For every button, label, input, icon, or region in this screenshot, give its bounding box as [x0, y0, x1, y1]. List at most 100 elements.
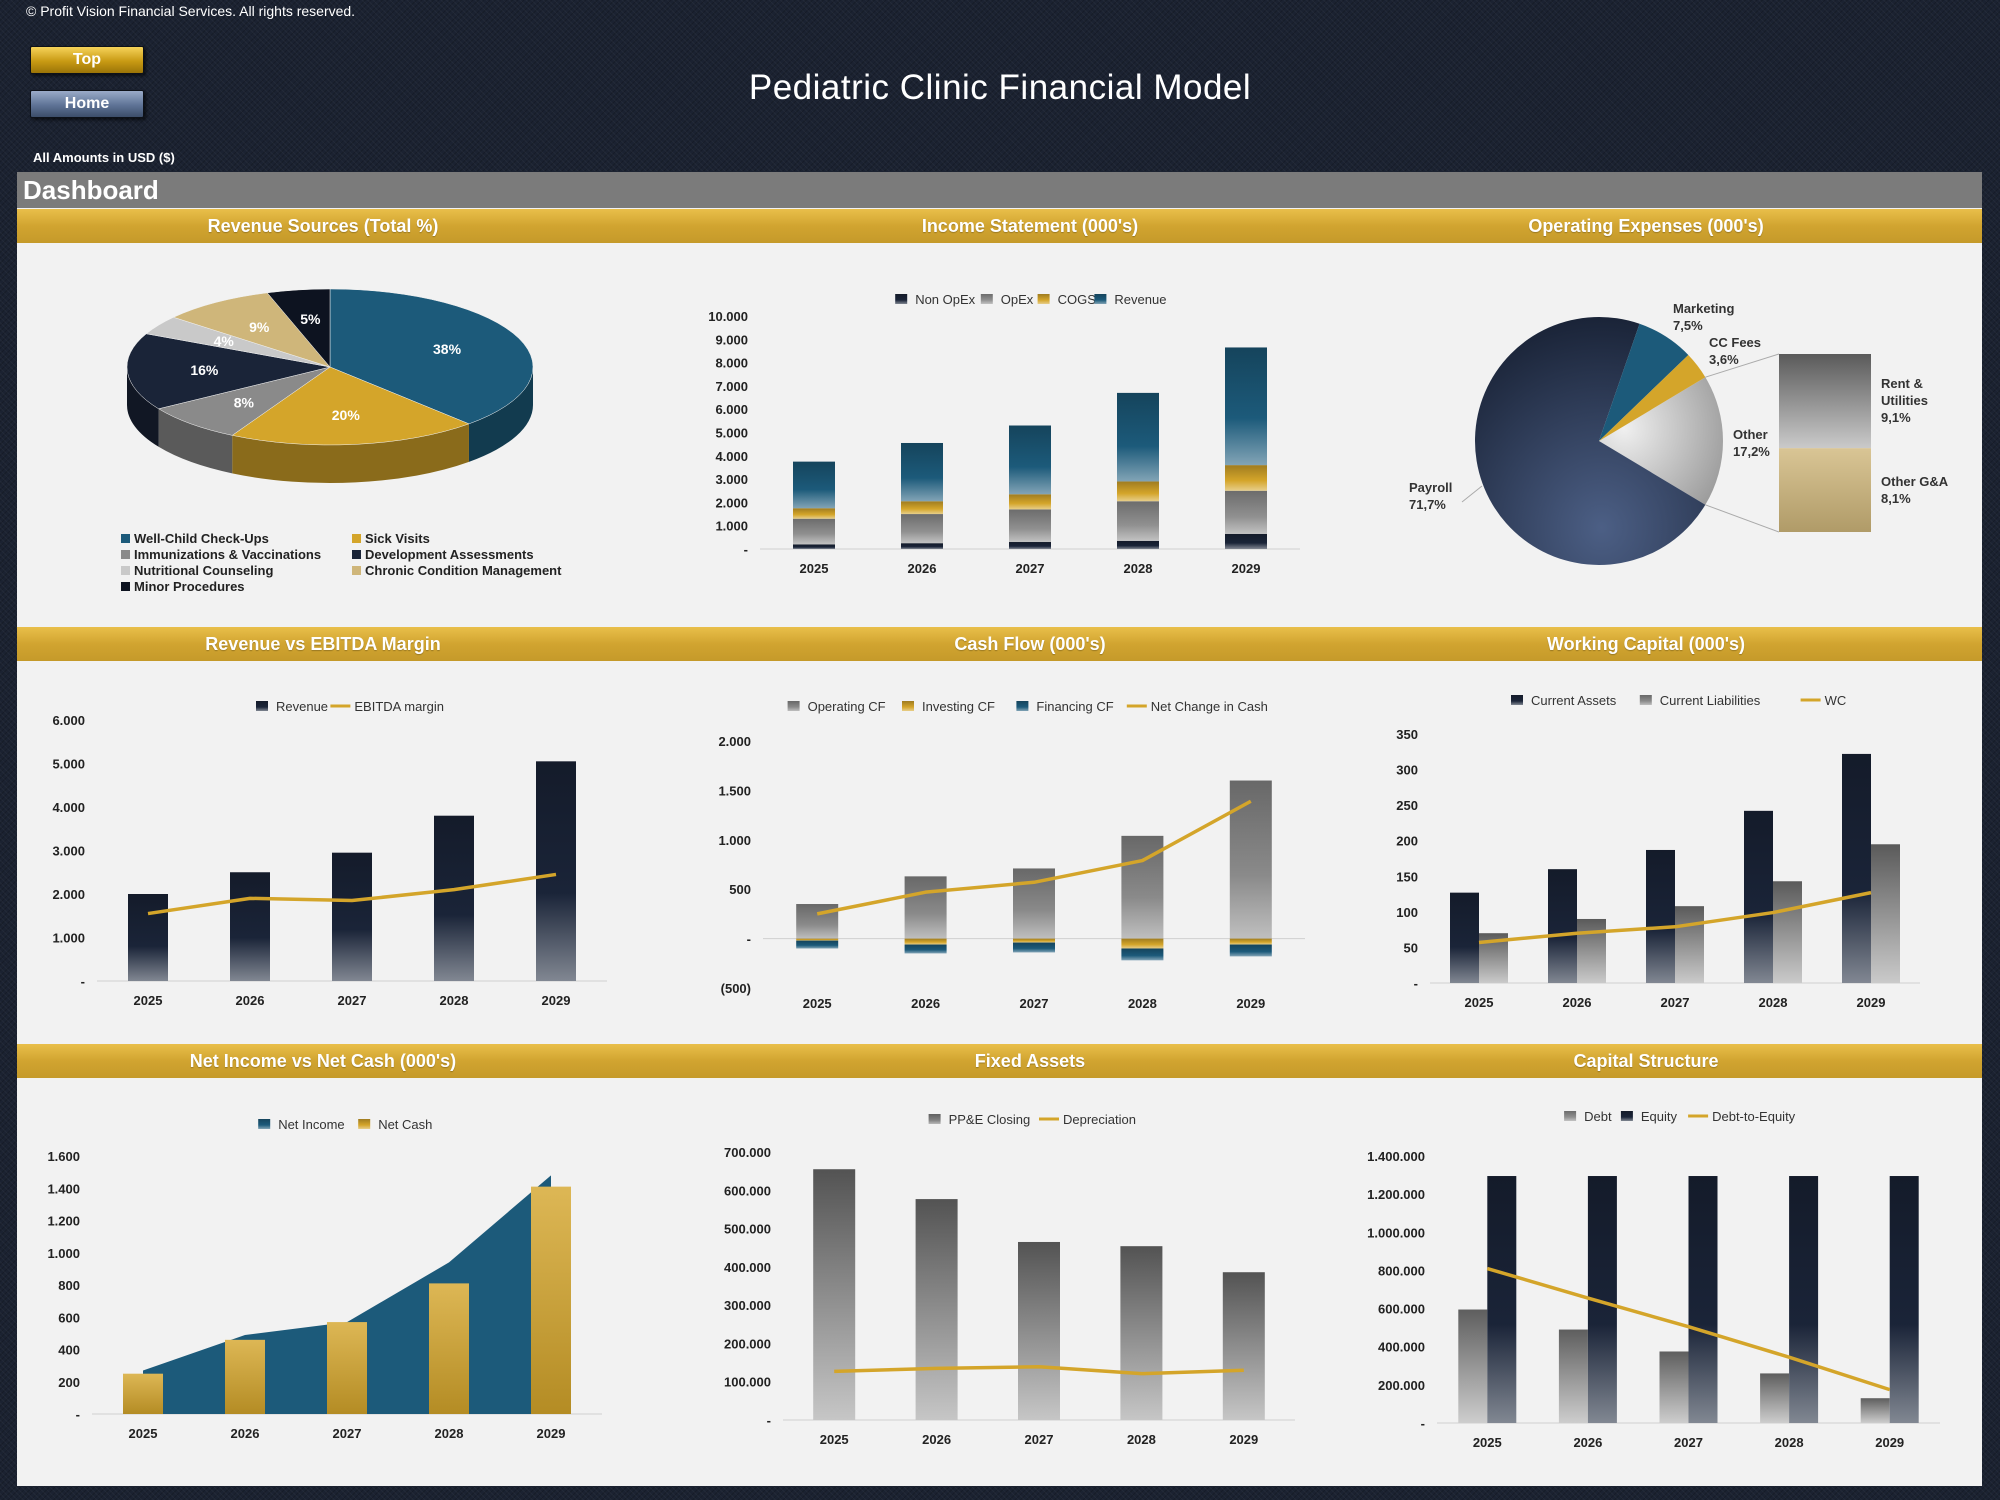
x-tick-label: 2028 [435, 1426, 464, 1441]
bar-debt [1860, 1398, 1890, 1423]
y-tick-label: 400.000 [1378, 1340, 1425, 1355]
x-tick-label: 2027 [1025, 1432, 1054, 1447]
y-tick-label: 1.000 [718, 833, 751, 848]
page-title: Pediatric Clinic Financial Model [748, 68, 1252, 107]
y-tick-label: 3.000 [52, 844, 85, 859]
section-band-row-2 [17, 627, 1982, 661]
y-tick-label: 1.600 [47, 1149, 80, 1164]
income-statement-chart: 10.000 9.000 8.000 7.000 6.000 5.000 4.000 3.00… [708, 292, 1300, 576]
y-tick-label: 1.400 [47, 1181, 80, 1196]
bar-equity [1889, 1176, 1919, 1423]
legend-label-equity: Equity [1641, 1109, 1678, 1124]
x-tick-label: 2026 [231, 1426, 260, 1441]
pie-slice-well-child-check-ups [329, 288, 534, 425]
chart-title-capital-structure: Capital Structure [1573, 1051, 1719, 1071]
chart-title-working-capital: Working Capital (000's) [1547, 634, 1745, 654]
bar-pp-e-closing [1018, 1241, 1060, 1420]
legend-swatch-revenue [256, 701, 268, 711]
bar-current-liabilities [1577, 918, 1606, 983]
working-capital-chart: 350 300 250 200 150 100 50 - 2025 2026 2027 2028 202… [1396, 693, 1920, 1010]
legend-label-minor-procedures: Minor Procedures [134, 579, 245, 594]
y-tick-label: 100 [1396, 905, 1418, 920]
bar-financing-cf [904, 944, 947, 954]
pie-slice-development-assessments [126, 333, 331, 410]
bar-financing-cf [796, 940, 839, 949]
bar-net-cash [531, 1186, 571, 1414]
chart-legend: Revenue EBITDA margin [256, 699, 444, 714]
legend-label-depreciation: Depreciation [1063, 1112, 1136, 1127]
legend-swatch-minor-procedures [121, 582, 130, 591]
y-tick-label: 6.000 [715, 402, 748, 417]
slice-value: 7,5% [1673, 318, 1703, 333]
y-tick-label: - [76, 1407, 80, 1422]
top-button[interactable]: Top [30, 46, 144, 74]
section-band-row-1 [17, 209, 1982, 243]
revenue-sources-pie-chart: 38% 20% 8% 16% 4% 9% 5% Well-Child Check-Ups Sic… [121, 288, 562, 594]
legend-label-nutritional-counseling: Nutritional Counseling [134, 563, 273, 578]
x-tick-label: 2028 [1127, 1432, 1156, 1447]
bar-current-assets [1450, 892, 1479, 983]
pie-slice-chronic-condition-management [172, 292, 331, 368]
chart-title-cash-flow: Cash Flow (000's) [954, 634, 1106, 654]
legend-swatch-cogs [1037, 294, 1050, 304]
bar-cogs [1009, 494, 1051, 510]
home-button[interactable]: Home [30, 90, 144, 118]
x-tick-label: 2027 [1020, 996, 1049, 1011]
connector-line [1705, 353, 1780, 378]
legend-swatch-opex [980, 294, 993, 304]
slice-value: 17,2% [1733, 444, 1770, 459]
bar-cogs [1117, 481, 1159, 502]
x-tick-label: 2028 [440, 993, 469, 1008]
legend-swatch-debt [1564, 1111, 1577, 1121]
y-tick-label: 6.000 [52, 713, 85, 728]
x-tick-label: 2026 [1573, 1435, 1602, 1450]
bar-investing-cf [1229, 938, 1272, 945]
bar-current-assets [1744, 810, 1773, 983]
y-tick-label: 150 [1396, 869, 1418, 884]
y-tick-label: 5.000 [715, 426, 748, 441]
legend-swatch-financing-cf [1016, 701, 1029, 711]
operating-expenses-chart: Payroll 71,7% Marketing 7,5% CC Fees 3,6% Othe… [1409, 301, 1949, 565]
bar-financing-cf [1229, 944, 1272, 957]
x-tick-label: 2026 [236, 993, 265, 1008]
slice-value: 9,1% [1881, 410, 1911, 425]
bar-current-assets [1842, 753, 1871, 983]
slice-value: 8,1% [1881, 491, 1911, 506]
cash-flow-chart: 2.000 1.500 1.000 500 - (500) 2025 2026 2027 2028… [718, 699, 1305, 1011]
y-tick-label: 1.400.000 [1367, 1149, 1425, 1164]
x-tick-label: 2028 [1128, 996, 1157, 1011]
x-tick-label: 2026 [922, 1432, 951, 1447]
legend-label-development-assessments: Development Assessments [365, 547, 534, 562]
pie-slice-minor-procedures [266, 288, 331, 368]
y-tick-label: - [81, 974, 85, 989]
x-tick-label: 2027 [338, 993, 367, 1008]
pie-side-development-assessments [127, 367, 159, 447]
fixed-assets-chart: 700.000 600.000 500.000 400.000 300.000 200.0… [724, 1112, 1295, 1447]
bar-revenue [536, 761, 576, 981]
bar-current-liabilities [1871, 844, 1900, 983]
bar-revenue [793, 461, 835, 509]
x-tick-label: 2026 [908, 561, 937, 576]
bar-investing-cf [904, 938, 947, 945]
pie-value-label: 5% [300, 311, 321, 327]
chart-legend: Current Assets Current Liabilities WC [1511, 693, 1846, 708]
bar-pp-e-closing [1222, 1272, 1265, 1420]
bar-revenue [901, 442, 943, 502]
line-wc [1478, 890, 1872, 945]
x-tick-label: 2028 [1124, 561, 1153, 576]
connector-line [1705, 504, 1780, 533]
slice-label: Utilities [1881, 393, 1928, 408]
legend-label-ebitda-margin: EBITDA margin [354, 699, 444, 714]
bar-revenue [128, 894, 168, 981]
slice-label: Rent & [1881, 376, 1923, 391]
x-tick-label: 2028 [1775, 1435, 1804, 1450]
bar-equity [1688, 1176, 1718, 1423]
pie-slice-marketing [1599, 323, 1689, 441]
y-tick-label: 300.000 [724, 1298, 771, 1313]
y-tick-label: 600.000 [1378, 1302, 1425, 1317]
legend-swatch-non-opex [895, 294, 908, 304]
pie-value-label: 20% [332, 407, 361, 423]
pie-side-immunizations-vaccinations [158, 408, 233, 474]
legend-label-opex: OpEx [1001, 292, 1034, 307]
bar-financing-cf [1013, 942, 1055, 953]
